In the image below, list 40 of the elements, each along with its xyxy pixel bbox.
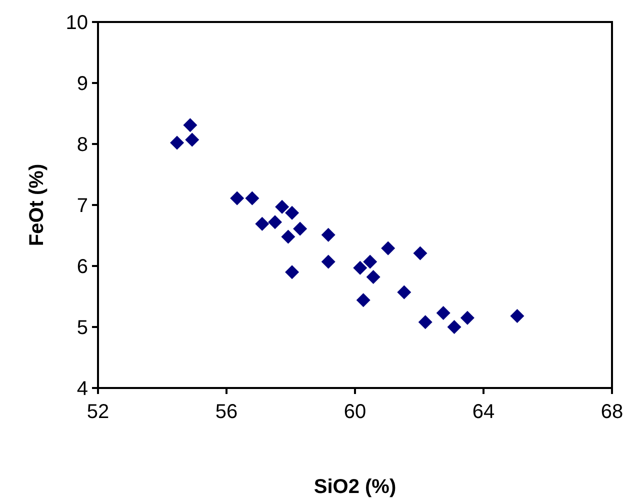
x-tick-label: 64 (472, 401, 495, 423)
point (285, 265, 300, 280)
y-axis-title: FeOt (%) (26, 164, 48, 246)
x-tick-label: 52 (86, 401, 110, 423)
point (356, 293, 370, 308)
point (418, 315, 432, 330)
y-tick-label: 9 (76, 73, 88, 95)
point (275, 200, 290, 214)
point (245, 191, 260, 206)
point (183, 118, 198, 132)
point (321, 228, 336, 242)
point (293, 222, 308, 236)
x-tick-label: 68 (600, 401, 624, 423)
y-tick-label: 7 (76, 195, 88, 217)
y-tick-label: 10 (66, 12, 88, 34)
point (268, 215, 282, 230)
point (230, 191, 244, 206)
point (366, 270, 380, 284)
x-tick-label: 56 (215, 401, 238, 423)
point (185, 132, 200, 147)
point (460, 310, 474, 325)
point (413, 246, 428, 260)
point (436, 306, 450, 320)
point (353, 260, 368, 275)
point (381, 241, 396, 256)
point (255, 216, 270, 231)
y-tick-label: 8 (76, 134, 88, 156)
point (510, 309, 524, 324)
point (285, 206, 300, 220)
point (321, 254, 336, 269)
point (363, 254, 378, 269)
y-tick-label: 6 (76, 256, 88, 278)
point (447, 320, 462, 334)
point (170, 136, 184, 150)
x-axis-title: SiO2 (%) (314, 476, 396, 498)
point (397, 285, 412, 300)
y-tick-label: 4 (76, 378, 88, 400)
x-tick-label: 60 (344, 401, 366, 423)
point (281, 230, 296, 244)
y-tick-label: 5 (76, 317, 88, 339)
